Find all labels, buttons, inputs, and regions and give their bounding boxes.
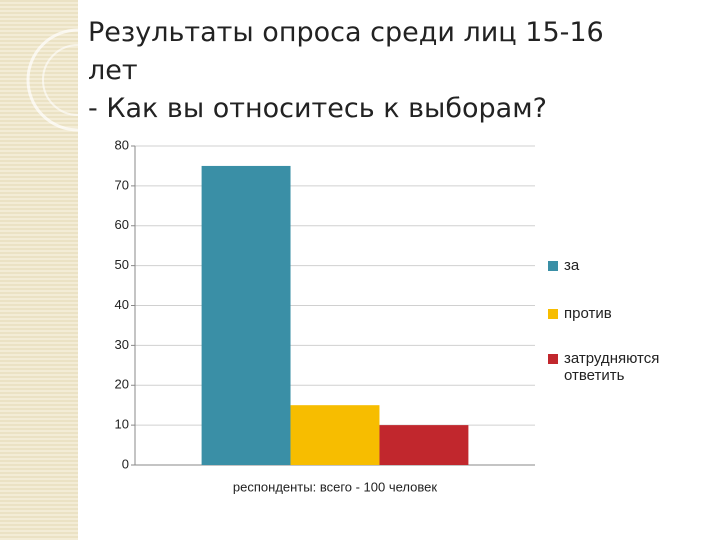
y-tick-label: 40 [115,297,129,312]
y-tick-label: 70 [115,177,129,192]
y-tick-label: 30 [115,337,129,352]
legend-swatch [548,309,558,319]
y-tick-label: 80 [115,137,129,152]
chart-title: Результаты опроса среди лиц 15-16 лет - … [88,14,648,128]
bar [290,405,380,465]
title-line: Результаты опроса среди лиц 15-16 лет [88,17,604,86]
decor-strip [0,0,78,540]
legend-swatch [548,261,558,271]
y-tick-label: 0 [122,456,129,471]
bar [201,165,291,465]
legend-label: затрудняются ответить [564,350,660,384]
x-tick-label: респонденты: всего - 100 человек [233,479,437,494]
legend-label: за [564,257,580,274]
y-tick-label: 20 [115,377,129,392]
y-tick-label: 50 [115,257,129,272]
decor-circles [26,28,78,132]
y-tick-label: 10 [115,417,129,432]
title-line: - Как вы относитесь к выборам? [88,93,547,124]
legend-label: против [564,305,612,322]
legend-swatch [548,354,558,364]
bar [379,425,469,465]
y-tick-label: 60 [115,217,129,232]
